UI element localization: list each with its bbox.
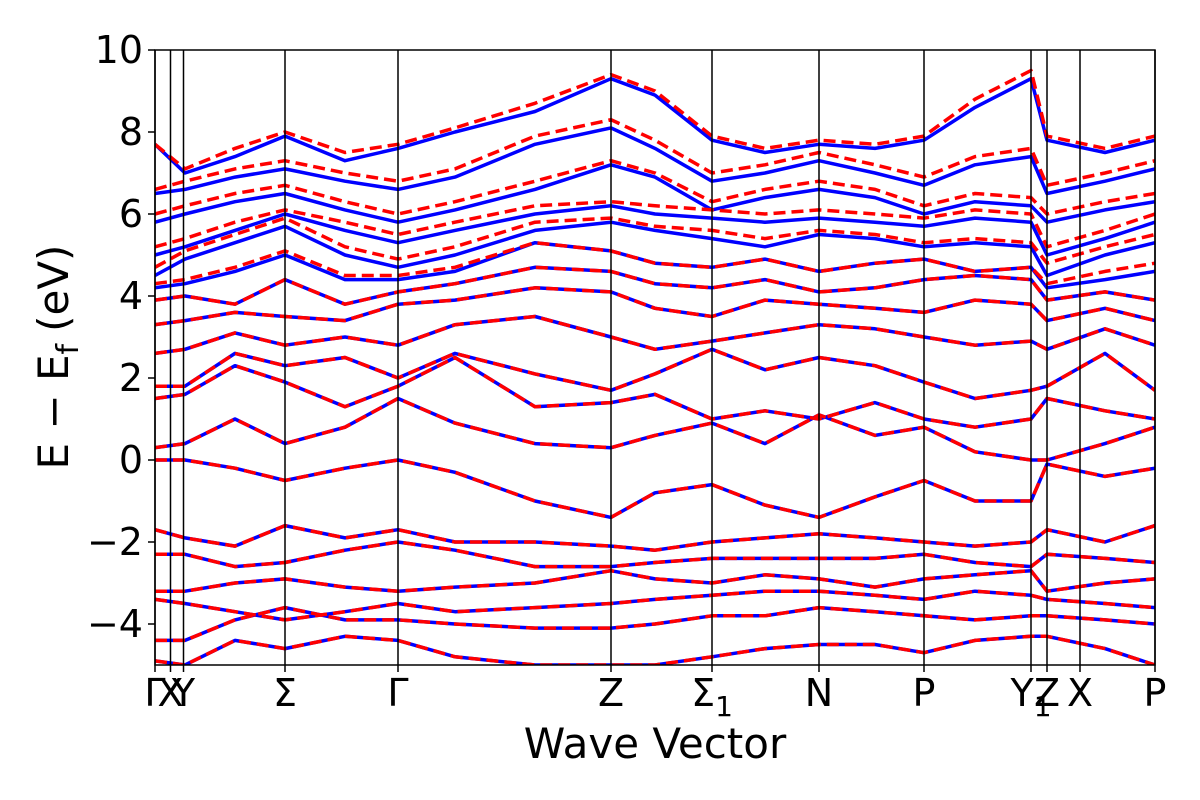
comparison-band-14 bbox=[155, 240, 1155, 286]
x-tick-label-text: Y bbox=[1009, 671, 1034, 715]
x-tick-label-1: Γ bbox=[144, 671, 165, 715]
reference-band-17 bbox=[155, 163, 1155, 224]
y-axis-title-unit: (eV) bbox=[29, 245, 78, 332]
reference-band-6 bbox=[155, 523, 1155, 552]
reference-band-19 bbox=[155, 76, 1155, 175]
x-tick-label-10: Y1 bbox=[1009, 671, 1051, 723]
x-tick-label-12: X bbox=[1067, 671, 1093, 715]
x-tick-label-2: X bbox=[157, 671, 183, 715]
comparison-band-17 bbox=[155, 158, 1155, 216]
x-tick-label-text: P bbox=[913, 671, 936, 715]
x-tick-label-7: Σ1 bbox=[691, 671, 733, 723]
comparison-band-8 bbox=[155, 396, 1155, 462]
y-tick-label-7: 8 bbox=[119, 110, 143, 154]
comparison-band-18 bbox=[155, 117, 1155, 192]
comparison-band-2 bbox=[155, 605, 1155, 643]
x-tick-label-text: Σ bbox=[273, 671, 297, 715]
reference-band-12 bbox=[155, 286, 1155, 327]
x-tick-label-text: Y bbox=[171, 671, 196, 715]
comparison-band-4 bbox=[155, 568, 1155, 593]
comparison-band-9 bbox=[155, 355, 1155, 429]
bands-layer bbox=[155, 68, 1155, 665]
comparison-band-12 bbox=[155, 286, 1155, 327]
x-tick-label-text: X bbox=[1067, 671, 1093, 715]
comparison-band-6 bbox=[155, 523, 1155, 552]
x-tick-label-text: Z bbox=[598, 671, 624, 715]
y-tick-label-4: 2 bbox=[119, 356, 143, 400]
y-axis-title-subscript: f bbox=[51, 342, 86, 354]
reference-band-1 bbox=[155, 634, 1155, 665]
x-tick-label-8: N bbox=[805, 671, 833, 715]
y-tick-label-2: −2 bbox=[87, 520, 143, 564]
x-tick-label-11: Z bbox=[1034, 671, 1060, 715]
comparison-band-13 bbox=[155, 265, 1155, 306]
reference-band-8 bbox=[155, 396, 1155, 462]
x-axis-ticks: ΓXY Σ Γ Z Σ1 N P Y1Z X P bbox=[144, 665, 1166, 723]
comparison-band-5 bbox=[155, 540, 1155, 569]
x-tick-label-text: P bbox=[1144, 671, 1167, 715]
comparison-bands bbox=[155, 68, 1155, 665]
comparison-band-19 bbox=[155, 68, 1155, 171]
x-axis-title: Wave Vector bbox=[524, 719, 787, 768]
x-tick-label-text: Γ bbox=[387, 671, 408, 715]
y-axis-title-main: E − E bbox=[29, 354, 78, 469]
reference-band-13 bbox=[155, 265, 1155, 306]
reference-bands bbox=[155, 76, 1155, 665]
y-tick-label-5: 4 bbox=[119, 274, 143, 318]
comparison-band-7 bbox=[155, 458, 1155, 520]
x-tick-label-text: X bbox=[157, 671, 183, 715]
reference-band-16 bbox=[155, 204, 1155, 257]
x-tick-label-3: Y bbox=[171, 671, 196, 715]
x-tick-label-subscript: 1 bbox=[715, 690, 733, 723]
x-tick-label-5: Γ bbox=[387, 671, 408, 715]
y-tick-label-3: 0 bbox=[119, 438, 143, 482]
kpoint-lines bbox=[154, 50, 1156, 665]
x-tick-label-13: P bbox=[1144, 671, 1167, 715]
y-axis-title: E − Ef (eV) bbox=[29, 245, 86, 470]
x-tick-label-4: Σ bbox=[273, 671, 297, 715]
plot-frame bbox=[154, 49, 1156, 666]
comparison-band-11 bbox=[155, 314, 1155, 356]
x-tick-label-6: Z bbox=[598, 671, 624, 715]
comparison-band-3 bbox=[155, 589, 1155, 622]
y-tick-label-1: −4 bbox=[87, 602, 143, 646]
x-tick-label-text: Z bbox=[1034, 671, 1060, 715]
x-tick-label-text: Σ bbox=[691, 671, 715, 715]
x-tick-label-subscript: 1 bbox=[1034, 690, 1052, 723]
y-tick-label-6: 6 bbox=[119, 192, 143, 236]
reference-band-18 bbox=[155, 126, 1155, 196]
comparison-band-10 bbox=[155, 347, 1155, 401]
x-tick-label-text: Γ bbox=[144, 671, 165, 715]
reference-band-14 bbox=[155, 240, 1155, 290]
x-tick-label-9: P bbox=[913, 671, 936, 715]
comparison-band-15 bbox=[155, 216, 1155, 269]
comparison-band-1 bbox=[155, 634, 1155, 665]
comparison-band-16 bbox=[155, 199, 1155, 249]
y-tick-label-8: 10 bbox=[95, 28, 143, 72]
reference-band-7 bbox=[155, 458, 1155, 520]
reference-band-15 bbox=[155, 220, 1155, 278]
y-axis-ticks: −4 −2 0 2 4 6 8 10 bbox=[87, 28, 155, 646]
x-tick-label-text: N bbox=[805, 671, 833, 715]
